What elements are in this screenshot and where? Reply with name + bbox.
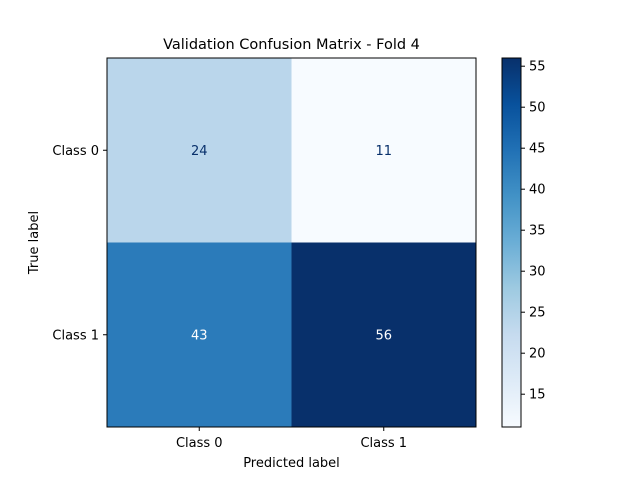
plot-frame	[106, 57, 477, 428]
chart-title: Validation Confusion Matrix - Fold 4	[163, 37, 420, 53]
y-axis-ticks: Class 0 Class 1	[52, 144, 107, 343]
colorbar: 15 20 25 30 35 40 45 50 55	[501, 57, 546, 428]
colorbar-tick-label: 35	[529, 224, 546, 239]
colorbar-tick-label: 55	[529, 60, 546, 75]
cell-r1-c1	[291, 242, 476, 427]
colorbar-tick-label: 20	[529, 347, 546, 362]
x-axis-ticks: Class 0 Class 1	[176, 427, 407, 451]
cell-r0-c0	[107, 58, 292, 243]
colorbar-ticks: 15 20 25 30 35 40 45 50 55	[521, 60, 546, 403]
cell-r1-c0	[107, 242, 292, 427]
heatmap-cells: 24 11 43 56	[107, 58, 476, 427]
colorbar-gradient	[501, 57, 522, 428]
colorbar-tick-label: 40	[529, 183, 546, 198]
colorbar-tick-label: 30	[529, 265, 546, 280]
x-tick-label: Class 1	[360, 436, 407, 451]
y-tick-label: Class 0	[52, 144, 99, 159]
x-tick-label: Class 0	[176, 436, 223, 451]
cell-r0-c1	[291, 58, 476, 243]
colorbar-tick-label: 15	[529, 388, 546, 403]
cell-value-r1-c1: 56	[375, 328, 392, 343]
x-axis-label: Predicted label	[243, 456, 340, 471]
cell-value-r1-c0: 43	[191, 328, 208, 343]
y-axis-label: True label	[27, 211, 42, 275]
colorbar-tick-label: 45	[529, 142, 546, 157]
cell-value-r0-c0: 24	[191, 144, 208, 159]
y-tick-label: Class 1	[52, 328, 99, 343]
colorbar-tick-label: 50	[529, 101, 546, 116]
colorbar-tick-label: 25	[529, 306, 546, 321]
cell-value-r0-c1: 11	[375, 144, 392, 159]
